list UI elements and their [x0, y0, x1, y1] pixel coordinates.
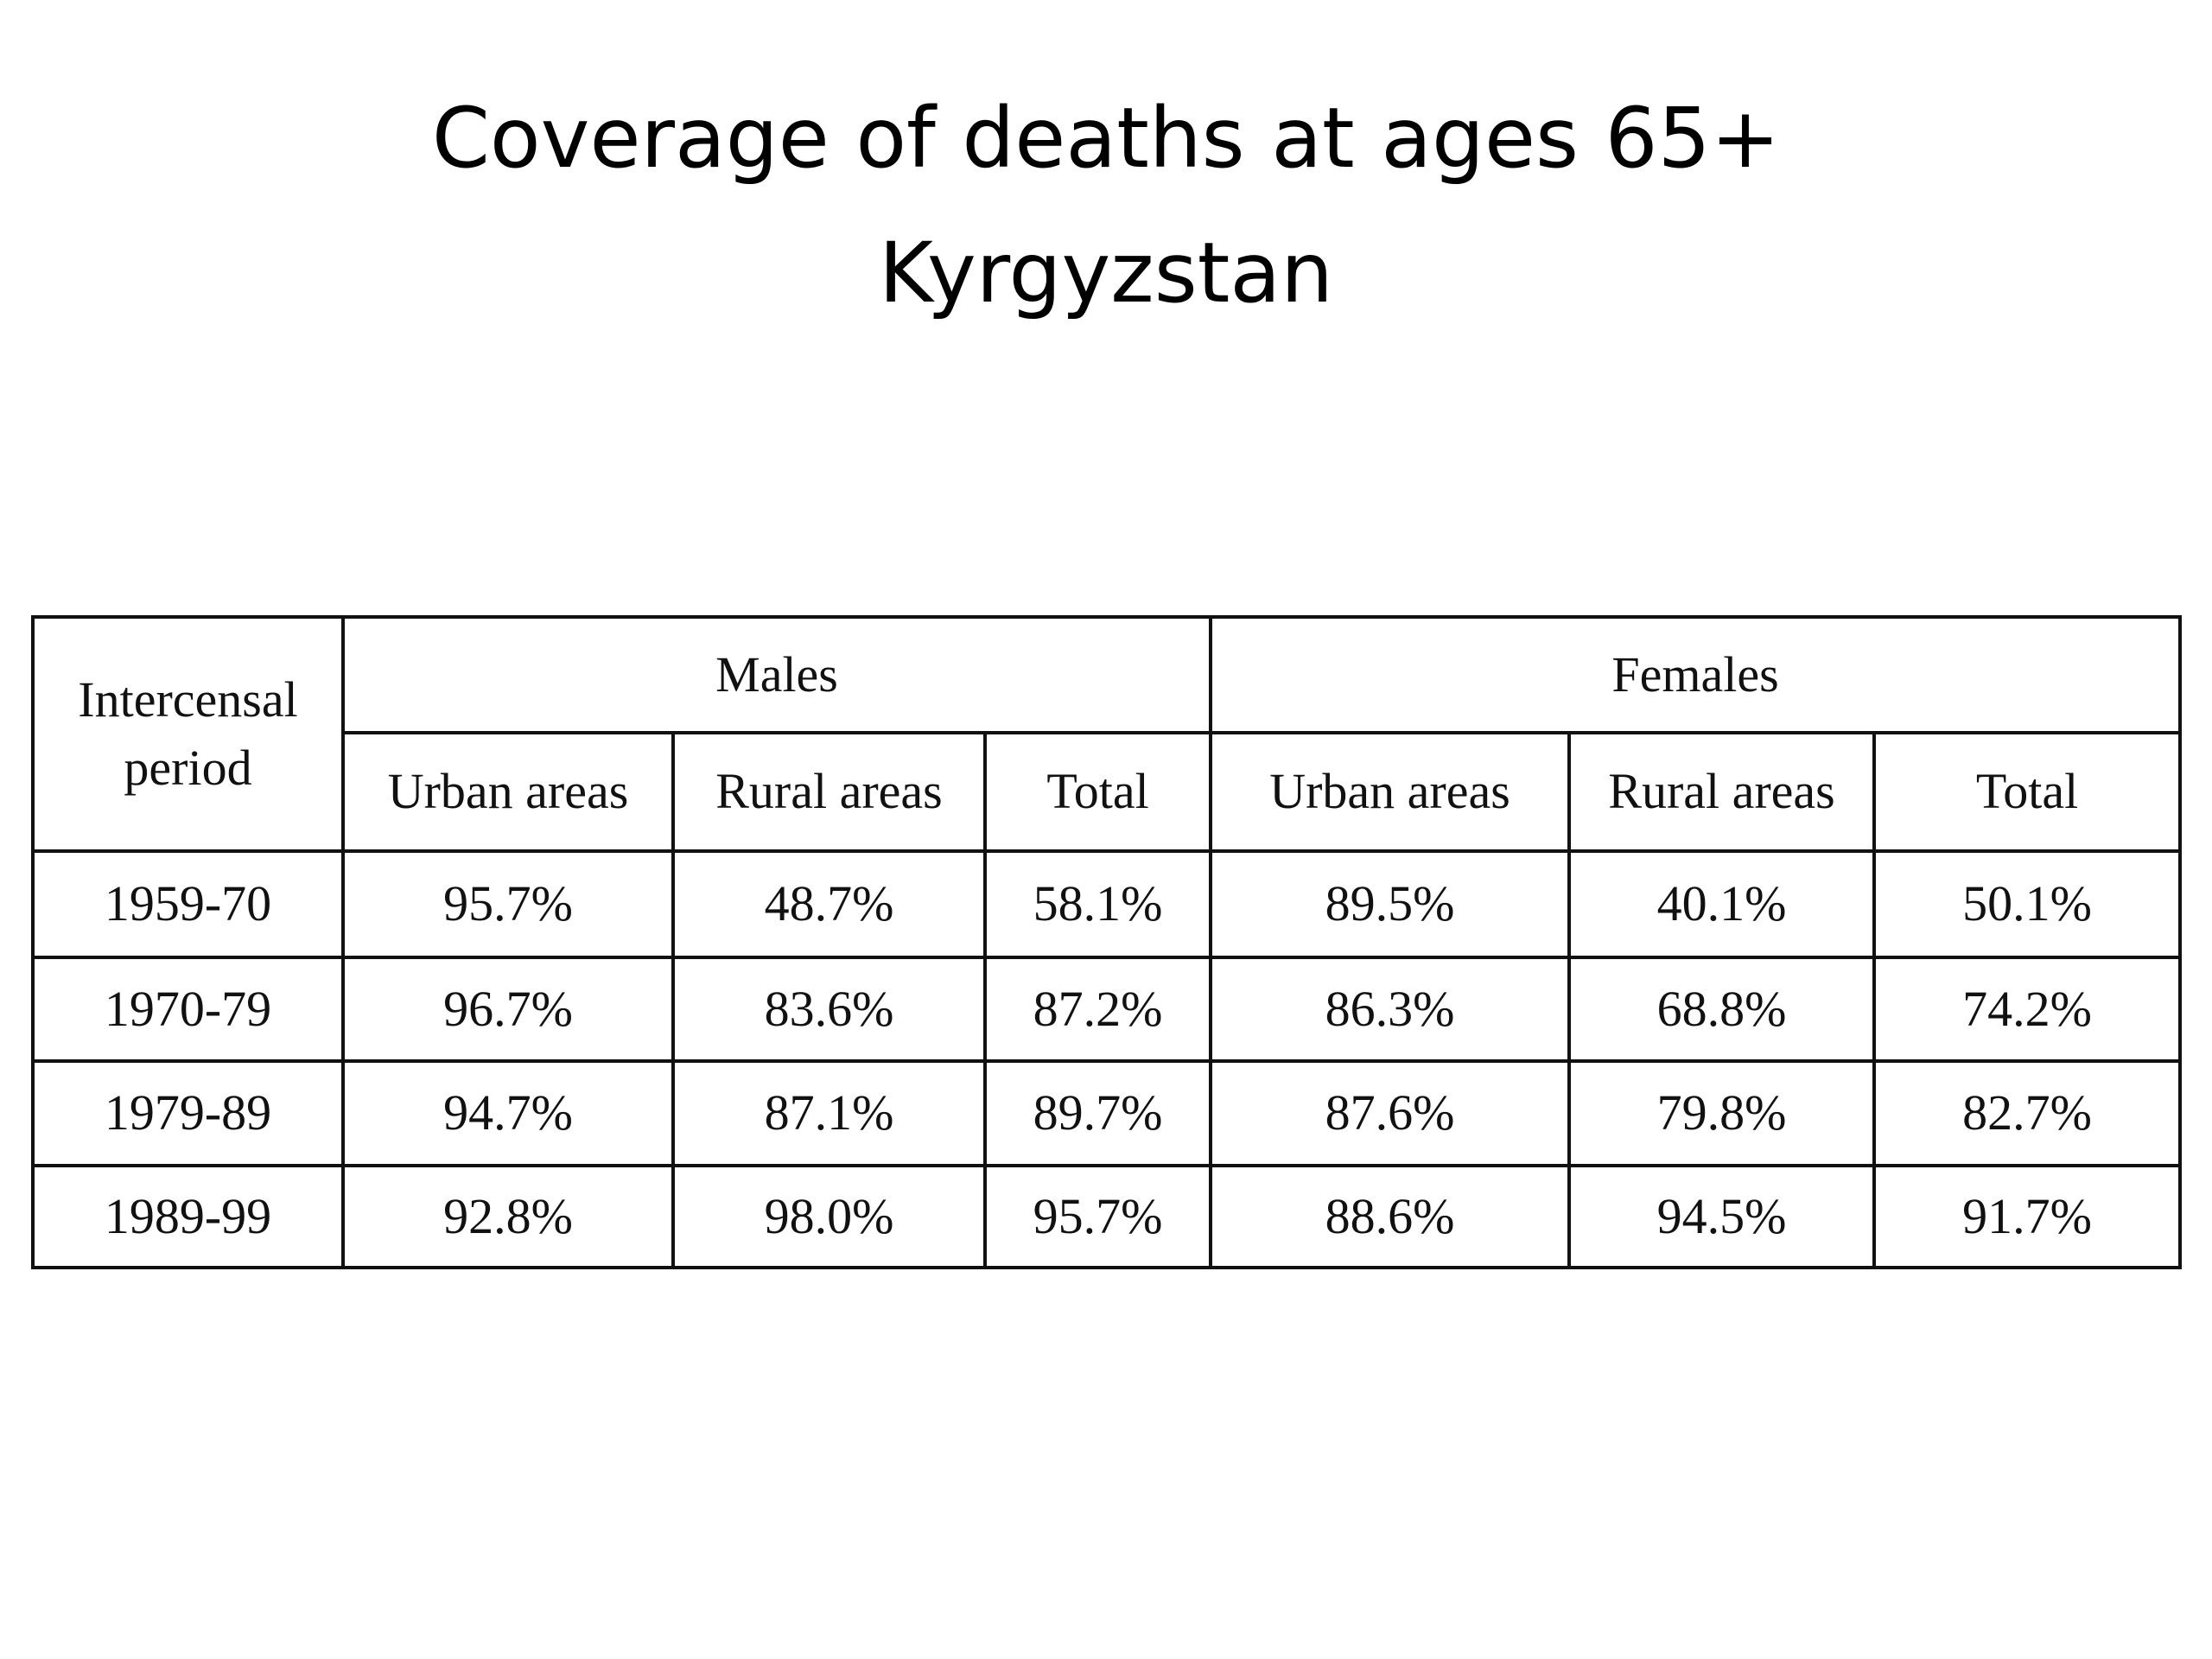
- coverage-table: Intercensal period Males Females Urban a…: [31, 615, 2183, 1269]
- period-cell: 1959-70: [31, 849, 345, 959]
- data-row: 1970-79 96.7% 83.6% 87.2% 86.3% 68.8% 74.2%: [31, 956, 2183, 1063]
- subheader-cell: Urban areas: [341, 731, 675, 853]
- subheader-cell: Urban areas: [1209, 731, 1572, 853]
- subheader-cell: Rural areas: [671, 731, 987, 853]
- data-row: 1959-70 95.7% 48.7% 58.1% 89.5% 40.1% 50.1%: [31, 849, 2183, 959]
- value-cell: 89.5%: [1209, 849, 1572, 959]
- title-line: Kyrgyzstan: [878, 225, 1334, 321]
- period-cell: 1979-89: [31, 1059, 345, 1167]
- value-cell: 40.1%: [1567, 849, 1877, 959]
- value-cell: 89.7%: [982, 1059, 1213, 1167]
- subheader-cell: Total: [1872, 731, 2183, 853]
- value-cell: 95.7%: [982, 1164, 1213, 1269]
- value-cell: 92.8%: [341, 1164, 675, 1269]
- value-cell: 74.2%: [1872, 956, 2183, 1063]
- value-cell: 88.6%: [1209, 1164, 1572, 1269]
- value-cell: 87.6%: [1209, 1059, 1572, 1167]
- value-cell: 98.0%: [671, 1164, 987, 1269]
- value-cell: 91.7%: [1872, 1164, 2183, 1269]
- corner-cell: Intercensal period: [31, 615, 345, 853]
- value-cell: 96.7%: [341, 956, 675, 1063]
- corner-text: Intercensal: [78, 671, 298, 728]
- value-cell: 68.8%: [1567, 956, 1877, 1063]
- value-cell: 79.8%: [1567, 1059, 1877, 1167]
- value-cell: 94.7%: [341, 1059, 675, 1167]
- period-cell: 1989-99: [31, 1164, 345, 1269]
- group-row: Intercensal period Males Females: [31, 615, 2183, 853]
- value-cell: 82.7%: [1872, 1059, 2183, 1167]
- value-cell: 58.1%: [982, 849, 1213, 959]
- value-cell: 87.1%: [671, 1059, 987, 1167]
- data-row: 1989-99 92.8% 98.0% 95.7% 88.6% 94.5% 91.7%: [31, 1164, 2183, 1269]
- subheader-row: Urban areas Rural areas Total Urban areas Ru…: [33, 731, 2183, 853]
- subheader-cell: Total: [982, 731, 1213, 853]
- group-header: Males: [340, 615, 1213, 734]
- table-body: Intercensal period Males Females Urban a…: [31, 615, 2183, 1269]
- value-cell: 86.3%: [1209, 956, 1572, 1063]
- title-line: Coverage of deaths at ages 65+: [431, 90, 1781, 187]
- corner-text: period: [124, 739, 252, 796]
- value-cell: 48.7%: [671, 849, 987, 959]
- value-cell: 50.1%: [1872, 849, 2183, 959]
- value-cell: 95.7%: [341, 849, 675, 959]
- period-cell: 1970-79: [31, 956, 345, 1063]
- value-cell: 94.5%: [1567, 1164, 1877, 1269]
- data-row: 1979-89 94.7% 87.1% 89.7% 87.6% 79.8% 82.7%: [31, 1059, 2183, 1167]
- group-header: Females: [1209, 615, 2183, 734]
- subheader-cell: Rural areas: [1567, 731, 1877, 853]
- value-cell: 87.2%: [982, 956, 1213, 1063]
- value-cell: 83.6%: [671, 956, 987, 1063]
